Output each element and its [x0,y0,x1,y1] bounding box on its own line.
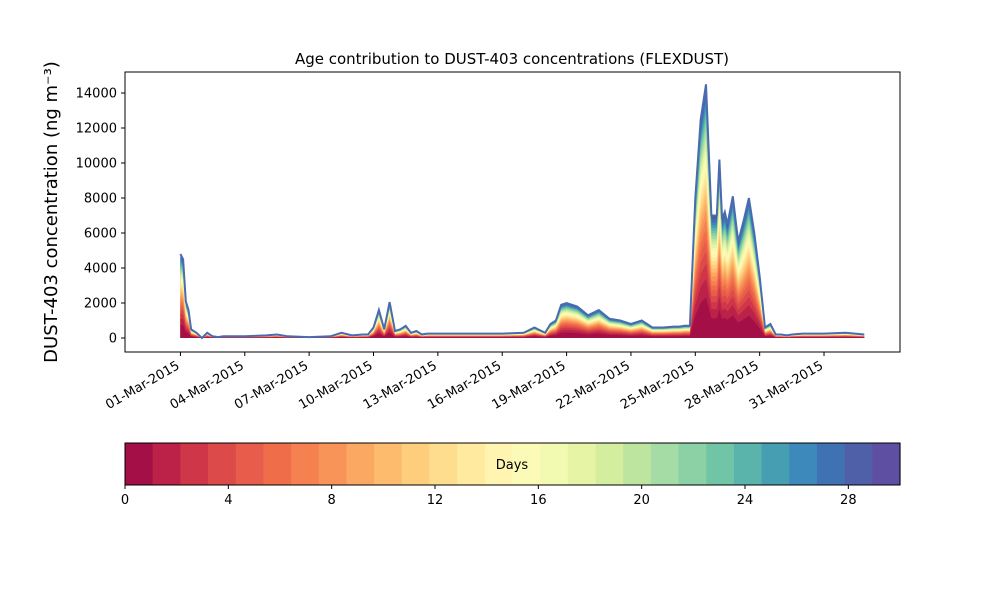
y-tick-label: 14000 [76,87,117,102]
colorbar-swatch [650,443,680,485]
y-axis: 0 2000 4000 6000 8000 10000 12000 14000 [76,87,125,347]
colorbar-swatch [484,443,514,485]
chart-title: Age contribution to DUST-403 concentrati… [295,50,729,68]
colorbar-swatch [208,443,237,485]
colorbar-swatch [263,443,292,485]
y-tick-label: 8000 [84,192,117,207]
colorbar-swatch [540,443,569,485]
y-tick-label: 4000 [84,262,117,277]
colorbar-tick-label: 0 [121,493,129,508]
colorbar-swatch [374,443,403,485]
colorbar-swatch [457,443,486,485]
age-band-area [180,278,865,338]
y-tick-label: 6000 [84,227,117,242]
colorbar-swatch [152,443,181,485]
colorbar-swatch [623,443,652,485]
colorbar-tick-label: 4 [224,493,232,508]
colorbar-swatch [733,443,763,485]
y-axis-label: DUST-403 concentration (ng m⁻³) [41,61,62,363]
x-axis: 01-Mar-201504-Mar-201507-Mar-201510-Mar-… [103,352,826,413]
colorbar-swatch [678,443,707,485]
colorbar-swatch [595,443,624,485]
colorbar-swatch [125,443,154,485]
y-tick-label: 10000 [76,157,117,172]
colorbar: 0 4 8 12 16 20 24 28 [121,442,901,508]
total-line [179,84,865,340]
y-tick-label: 0 [109,332,117,347]
y-tick-label: 2000 [84,297,117,312]
colorbar-swatch [706,443,735,485]
colorbar-swatch [512,443,541,485]
colorbar-label: Days [496,458,529,473]
colorbar-swatch [235,443,264,485]
colorbar-swatch [318,443,348,485]
colorbar-swatch [180,443,209,485]
colorbar-tick-label: 28 [840,493,857,508]
y-tick-label: 12000 [76,122,117,137]
colorbar-tick-label: 16 [530,493,547,508]
colorbar-swatch [844,443,873,485]
colorbar-swatch [401,443,431,485]
colorbar-tick-label: 20 [633,493,650,508]
plot-frame [124,71,901,353]
colorbar-frame [124,442,901,486]
colorbar-swatch [567,443,597,485]
colorbar-tick-label: 8 [328,493,336,508]
stacked-age-areas [179,84,865,340]
colorbar-swatch [429,443,458,485]
colorbar-swatch [816,443,846,485]
colorbar-swatch [872,443,901,485]
colorbar-tick-label: 12 [427,493,444,508]
colorbar-swatch [291,443,320,485]
colorbar-swatch [789,443,818,485]
colorbar-swatch [761,443,790,485]
colorbar-tick-label: 24 [737,493,754,508]
colorbar-swatch [346,443,375,485]
age-band-area [180,297,865,338]
